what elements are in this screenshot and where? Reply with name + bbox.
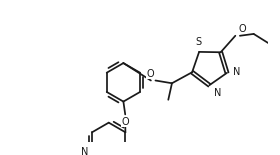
Text: O: O: [122, 117, 129, 127]
Text: O: O: [146, 69, 154, 79]
Text: N: N: [214, 88, 221, 98]
Text: N: N: [234, 67, 241, 77]
Text: N: N: [81, 146, 88, 155]
Text: S: S: [195, 37, 201, 47]
Text: O: O: [239, 24, 247, 34]
